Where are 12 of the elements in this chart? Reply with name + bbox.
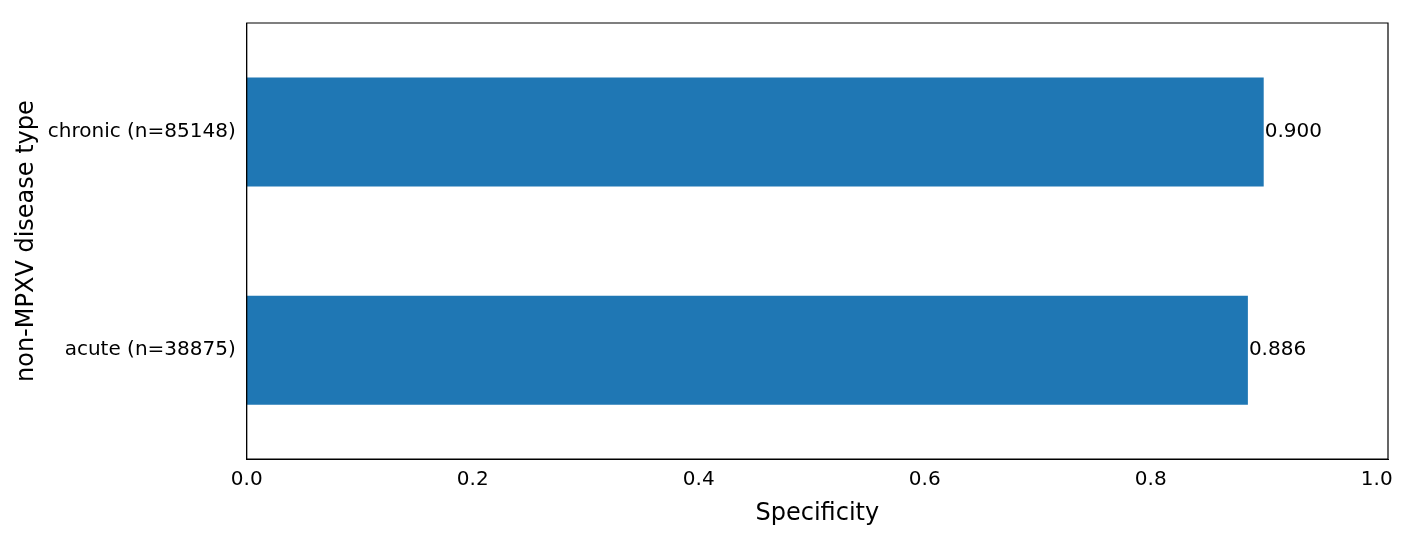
- y-tick-label: chronic (n=85148): [47, 118, 236, 143]
- data-label: 0.900: [1264, 118, 1322, 143]
- x-axis-title: Specificity: [755, 497, 880, 526]
- data-label: 0.886: [1248, 336, 1307, 361]
- y-tick-label: acute (n=38875): [64, 336, 236, 361]
- x-tick-label: 0.6: [908, 466, 941, 491]
- x-tick-label: 1.0: [1360, 466, 1393, 491]
- x-tick-label: 0.2: [456, 466, 489, 491]
- x-tick-label: 0.0: [230, 466, 263, 491]
- x-tick-label: 0.4: [682, 466, 715, 491]
- x-tick-label: 0.8: [1134, 466, 1167, 491]
- y-axis-title: non-MPXV disease type: [10, 100, 39, 383]
